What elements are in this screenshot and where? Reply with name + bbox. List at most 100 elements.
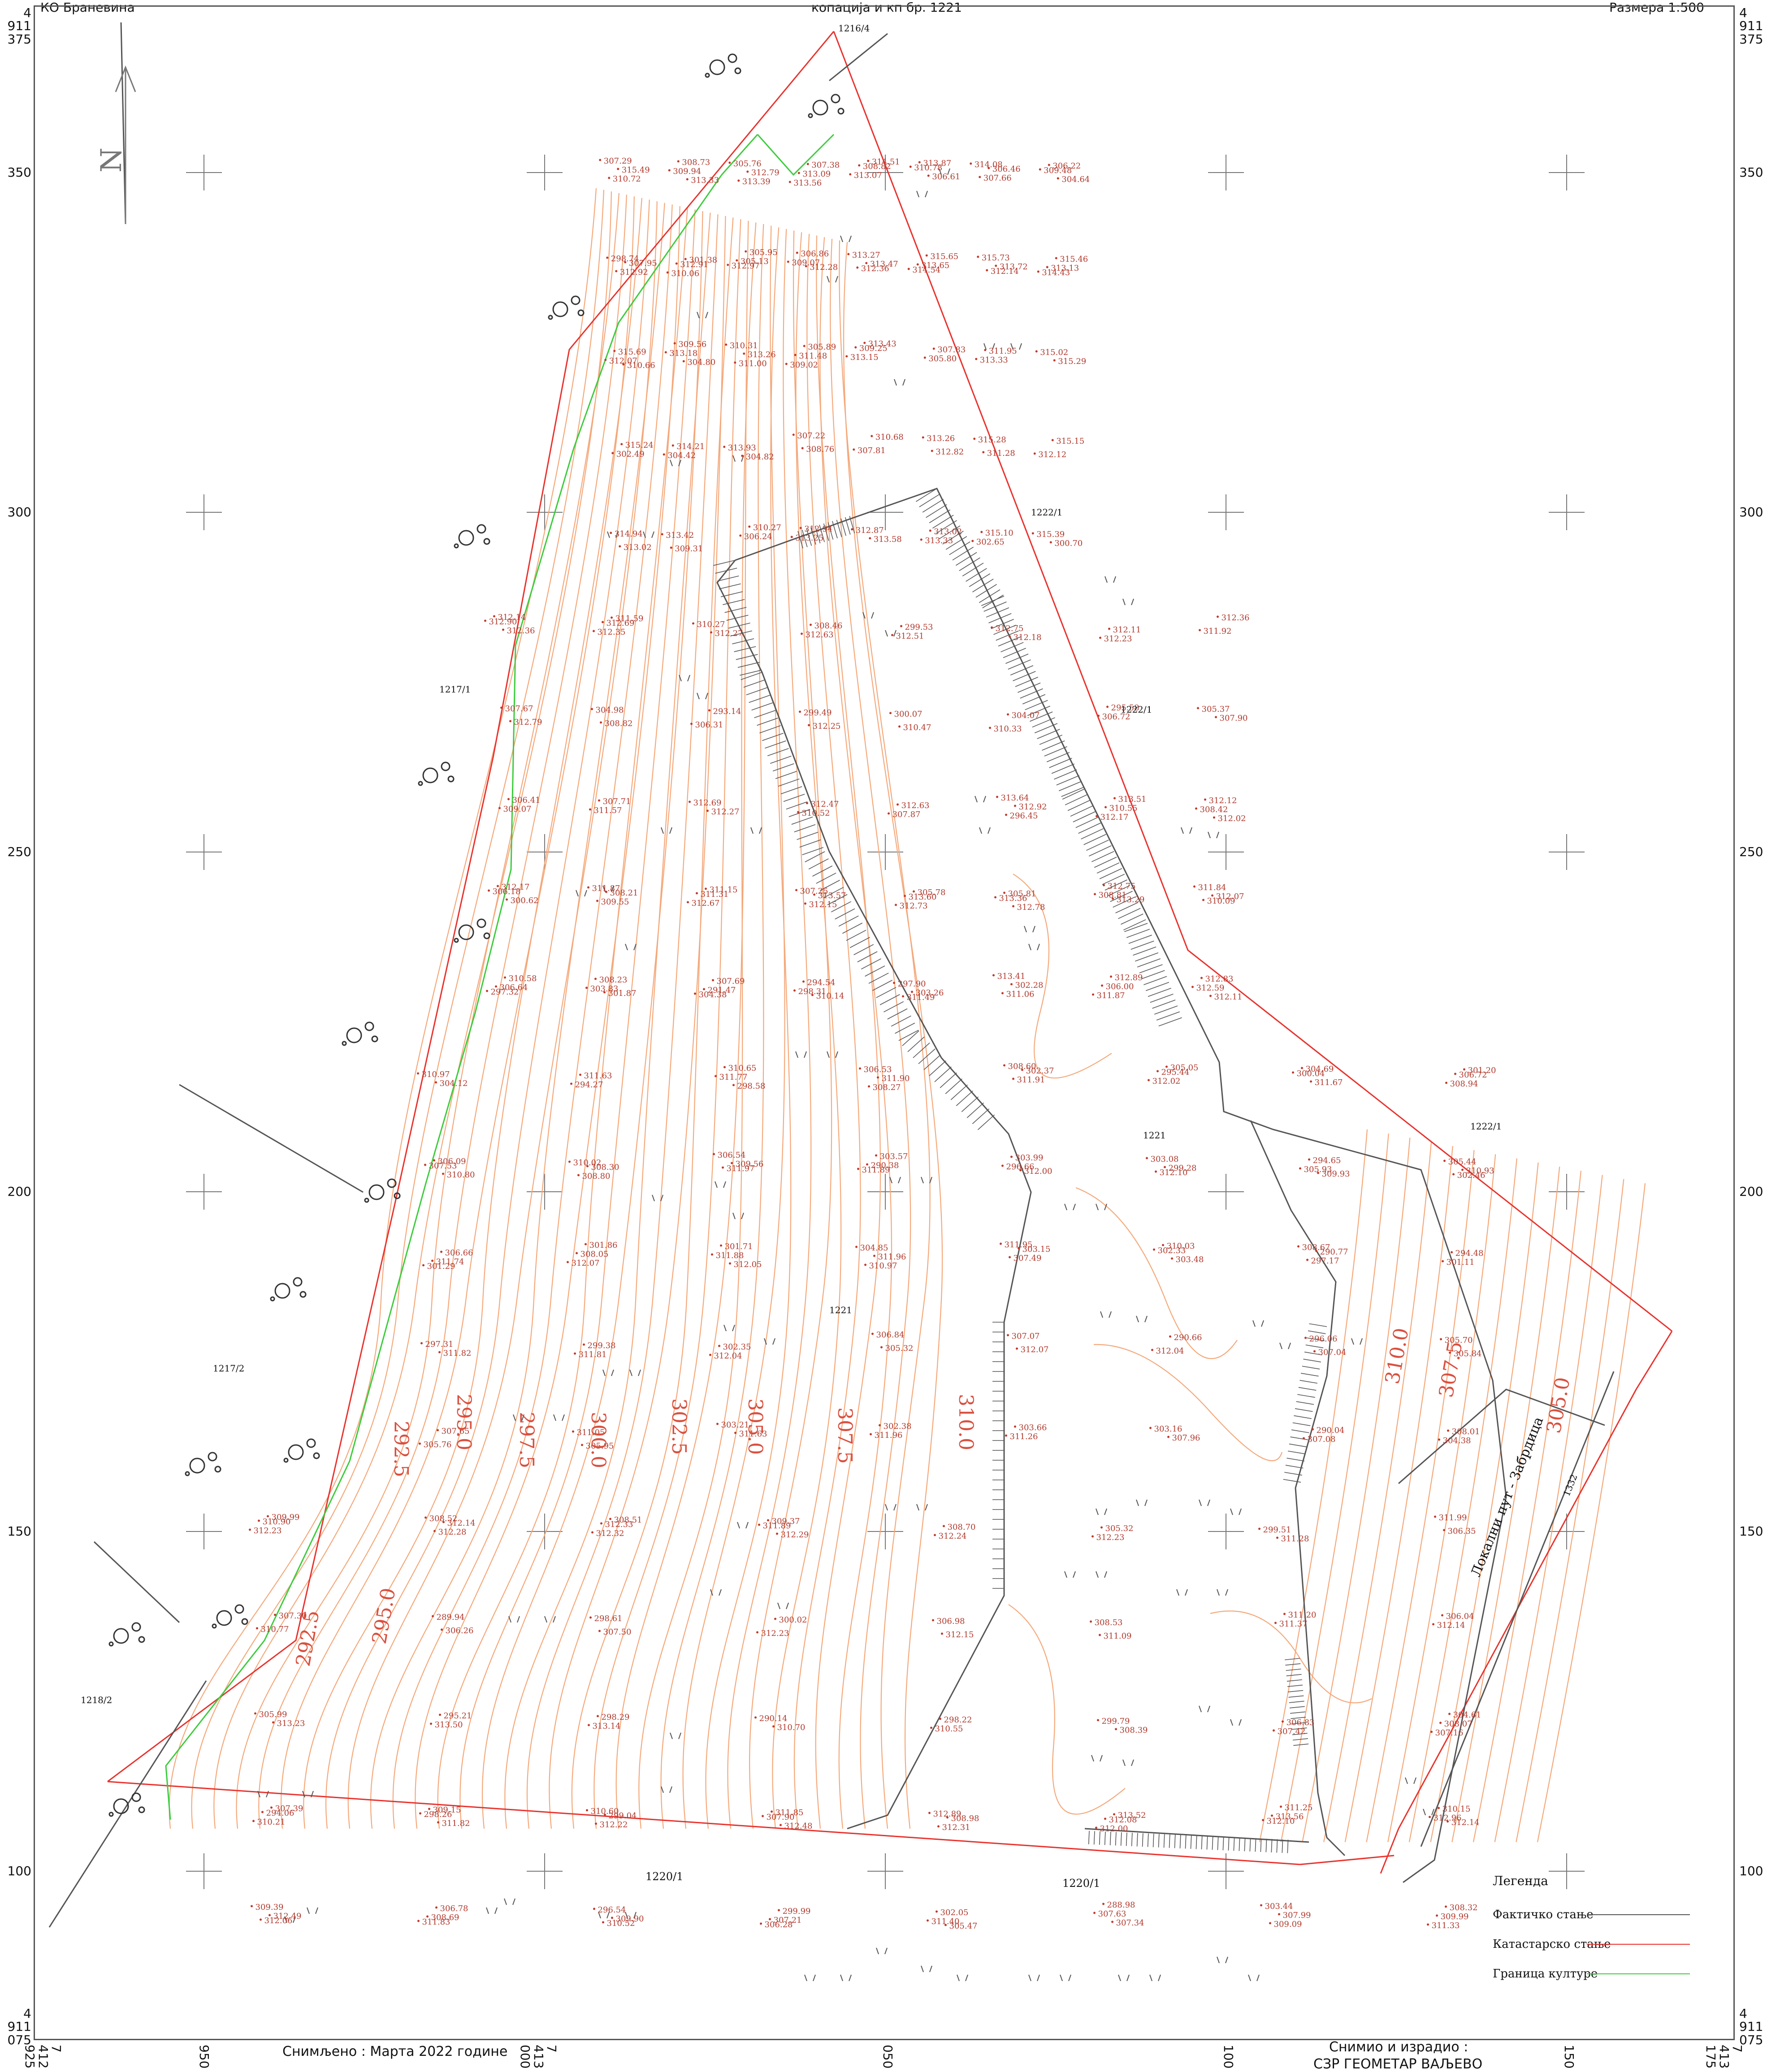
svg-text:306.66: 306.66 <box>445 1248 473 1258</box>
road-label: Локални пут - Забрдица <box>1468 1414 1546 1579</box>
shrub-icon <box>548 295 585 320</box>
svg-text:308.30: 308.30 <box>591 1163 619 1172</box>
spot-height: 310.68 <box>871 433 904 442</box>
svg-text:312.27: 312.27 <box>711 807 740 817</box>
spot-height: 306.84 <box>871 1330 904 1340</box>
contour-line <box>347 201 658 1829</box>
culture-boundary <box>165 134 835 1820</box>
spot-height: 299.79 <box>1097 1717 1130 1726</box>
svg-text:313.07: 313.07 <box>854 171 882 180</box>
parcel-label: 1222/1 <box>1031 507 1062 518</box>
svg-text:309.37: 309.37 <box>772 1517 800 1526</box>
svg-text:312.27: 312.27 <box>715 629 743 638</box>
svg-text:311.83: 311.83 <box>422 1917 450 1927</box>
svg-text:306.46: 306.46 <box>992 164 1021 174</box>
svg-text:313.02: 313.02 <box>624 543 652 552</box>
svg-text:306.22: 306.22 <box>1053 161 1081 171</box>
svg-text:295.58: 295.58 <box>1111 703 1139 713</box>
svg-text:306.86: 306.86 <box>801 249 829 259</box>
svg-text:304.38: 304.38 <box>699 990 727 999</box>
svg-text:313.13: 313.13 <box>1051 264 1079 273</box>
spot-height: 307.21 <box>769 1916 801 1925</box>
grass-icon <box>598 1912 610 1919</box>
contour-index-label: 305.0 <box>1542 1376 1575 1435</box>
svg-text:312.14: 312.14 <box>1451 1818 1480 1827</box>
grass-icon <box>921 1965 932 1973</box>
spot-height: 315.65 <box>925 252 958 261</box>
spot-height: 312.33 <box>600 1520 633 1529</box>
spot-height: 312.51 <box>891 632 924 641</box>
spot-height: 310.97 <box>864 1261 897 1271</box>
svg-text:310.97: 310.97 <box>422 1070 450 1079</box>
svg-text:306.78: 306.78 <box>440 1904 468 1913</box>
svg-text:312.00: 312.00 <box>1024 1167 1053 1176</box>
spot-height: 313.65 <box>916 261 949 270</box>
legend-item-culture: Граница културе <box>1493 1967 1735 1997</box>
contour-line <box>526 214 719 1829</box>
grass-icon <box>1024 926 1035 933</box>
svg-text:307.22: 307.22 <box>797 431 825 441</box>
grass-icon <box>1217 1956 1228 1964</box>
grass-icon <box>732 455 744 462</box>
contour-line <box>415 206 680 1829</box>
svg-text:302.38: 302.38 <box>884 1422 912 1431</box>
spot-height: 298.74 <box>606 254 639 264</box>
spot-height: 313.13 <box>1046 264 1079 273</box>
spot-height: 304.42 <box>663 451 696 460</box>
spot-height: 310.02 <box>568 1158 601 1168</box>
spot-height: 314.21 <box>671 442 705 451</box>
svg-text:298.61: 298.61 <box>594 1614 623 1623</box>
spot-height: 305.99 <box>254 1710 287 1719</box>
spot-height: 304.69 <box>1301 1064 1334 1074</box>
company-name: СЗР ГЕОМЕТАР ВАЉЕВО <box>1313 2056 1483 2072</box>
spot-height: 299.04 <box>604 1811 637 1821</box>
svg-text:312.75: 312.75 <box>996 624 1024 633</box>
spot-height: 302.33 <box>1153 1246 1186 1255</box>
svg-text:304.69: 304.69 <box>1306 1064 1334 1074</box>
spot-height: 308.30 <box>586 1163 619 1172</box>
spot-height: 300.62 <box>506 896 538 905</box>
grass-icon <box>1230 1508 1242 1515</box>
svg-text:307.90: 307.90 <box>1220 714 1248 723</box>
svg-text:312.48: 312.48 <box>784 1821 813 1831</box>
spot-height: 311.77 <box>715 1073 747 1082</box>
spot-height: 312.87 <box>851 526 884 535</box>
svg-text:310.27: 310.27 <box>697 620 725 629</box>
svg-text:305.76: 305.76 <box>733 159 762 169</box>
spot-height: 309.07 <box>787 258 820 268</box>
svg-text:311.48: 311.48 <box>799 351 827 361</box>
svg-text:306.18: 306.18 <box>493 887 521 896</box>
svg-text:311.06: 311.06 <box>1006 990 1035 999</box>
grass-icon <box>486 1907 498 1914</box>
svg-text:302.46: 302.46 <box>1457 1171 1486 1180</box>
spot-height: 312.36 <box>502 626 535 636</box>
svg-text:307.42: 307.42 <box>1278 1727 1306 1736</box>
spot-height: 307.25 <box>795 887 828 896</box>
spot-height: 311.59 <box>611 614 643 623</box>
spot-height: 311.20 <box>1283 1610 1316 1620</box>
spot-height: 311.25 <box>1280 1803 1313 1812</box>
svg-text:302.28: 302.28 <box>1015 981 1044 990</box>
svg-text:313.02: 313.02 <box>934 527 962 536</box>
svg-text:311.28: 311.28 <box>1281 1534 1309 1544</box>
spot-height: 309.56 <box>673 340 706 349</box>
grass-icon <box>1096 1203 1107 1211</box>
grass-icon <box>1136 1315 1148 1323</box>
spot-height: 313.47 <box>865 260 898 269</box>
spot-height: 295.21 <box>439 1711 472 1721</box>
spot-height: 303.08 <box>1146 1155 1178 1164</box>
svg-text:305.93: 305.93 <box>1304 1165 1332 1174</box>
grass-icon <box>979 827 991 834</box>
spot-height: 312.04 <box>1151 1346 1184 1356</box>
shrub-icon <box>364 1178 401 1203</box>
svg-text:311.37: 311.37 <box>1279 1619 1308 1629</box>
svg-text:306.28: 306.28 <box>765 1920 793 1929</box>
svg-text:313.87: 313.87 <box>923 159 951 168</box>
svg-text:313.25: 313.25 <box>795 533 823 543</box>
factual-state-lines <box>48 22 1615 1928</box>
spot-height: 310.14 <box>811 991 844 1001</box>
parcel-label: 1221 <box>829 1305 852 1315</box>
y-tick-right-300: 300 <box>1739 505 1763 519</box>
spot-height: 310.66 <box>622 361 655 370</box>
spot-height: 312.67 <box>687 899 719 908</box>
